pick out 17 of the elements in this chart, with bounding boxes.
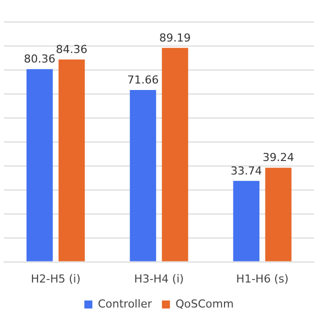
- bar: [265, 168, 292, 262]
- legend-label: Controller: [98, 297, 152, 310]
- bar: [26, 69, 53, 262]
- x-tick-label: H1-H6 (s): [236, 272, 288, 286]
- x-tick-label: H3-H4 (i): [134, 272, 184, 286]
- data-label: 89.19: [159, 31, 191, 44]
- data-label: 33.74: [230, 164, 262, 178]
- bar: [130, 90, 156, 262]
- x-tick-label: H2-H5 (i): [30, 272, 80, 286]
- legend-label: QoSComm: [175, 297, 234, 310]
- data-label: 39.24: [262, 151, 294, 164]
- data-label: 84.36: [56, 42, 88, 56]
- bar: [233, 180, 260, 262]
- bar: [162, 48, 188, 262]
- bar: [58, 60, 85, 262]
- data-label: 71.66: [127, 73, 159, 86]
- data-label: 80.36: [24, 52, 56, 66]
